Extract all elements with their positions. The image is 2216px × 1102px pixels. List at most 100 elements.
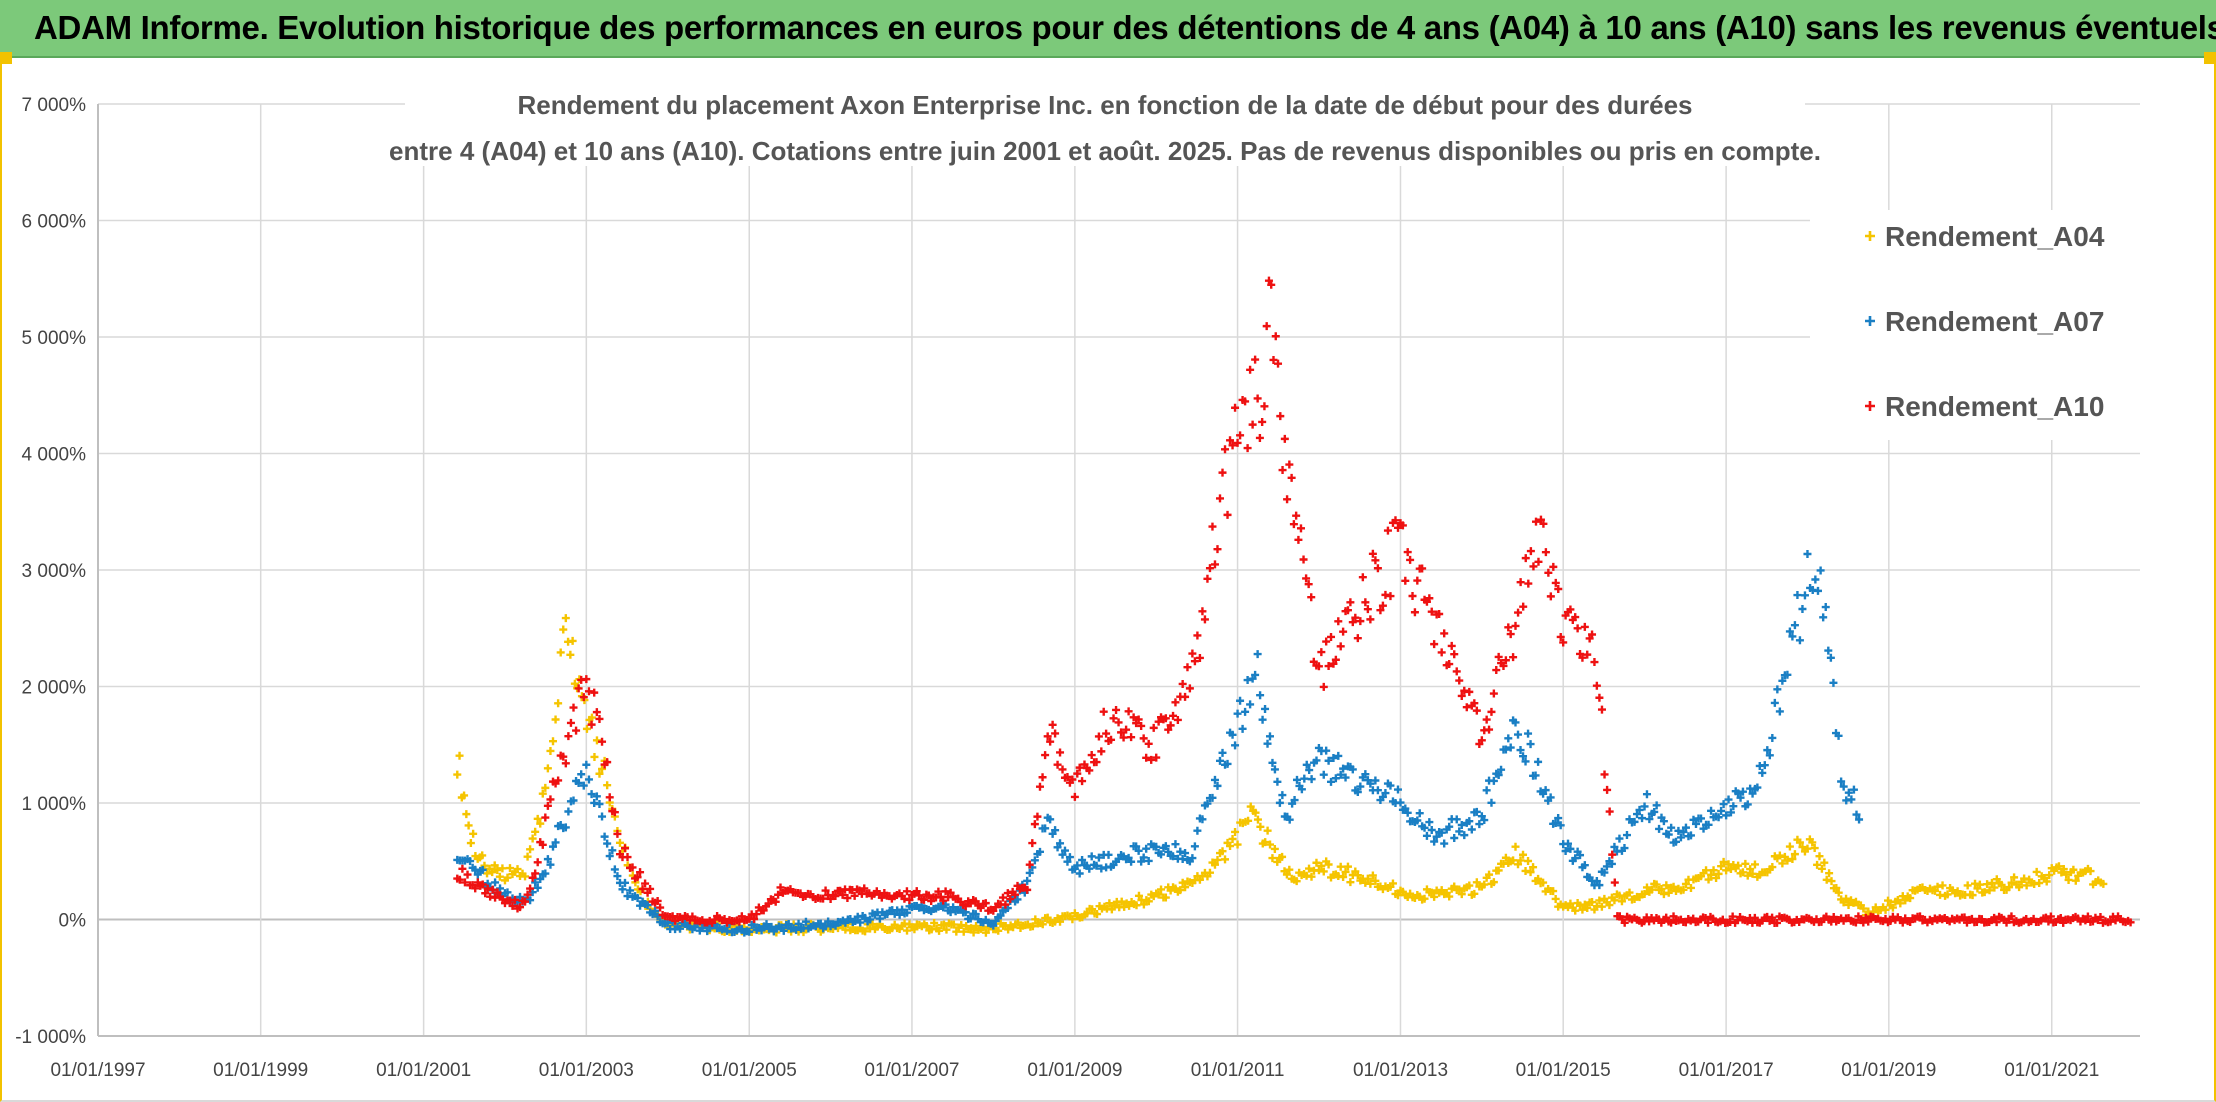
data-point-Rendement_A07 (866, 915, 875, 924)
data-point-Rendement_A10 (819, 894, 828, 903)
data-point-Rendement_A10 (1898, 918, 1907, 927)
data-point-Rendement_A04 (1218, 847, 1227, 856)
data-point-Rendement_A07 (1403, 808, 1412, 817)
data-point-Rendement_A04 (1906, 894, 1915, 903)
data-point-Rendement_A04 (1987, 878, 1996, 887)
data-point-Rendement_A10 (516, 903, 525, 912)
data-point-Rendement_A04 (1662, 881, 1671, 890)
data-point-Rendement_A10 (1038, 773, 1047, 782)
legend-box (1810, 210, 2140, 440)
data-point-Rendement_A07 (1551, 818, 1560, 827)
data-point-Rendement_A10 (508, 901, 517, 910)
data-point-Rendement_A04 (1465, 881, 1474, 890)
data-point-Rendement_A07 (1664, 830, 1673, 839)
data-point-Rendement_A07 (1748, 789, 1757, 798)
data-point-Rendement_A10 (821, 886, 830, 895)
data-point-Rendement_A04 (1068, 915, 1077, 924)
data-point-Rendement_A07 (1800, 591, 1809, 600)
data-point-Rendement_A10 (1566, 605, 1575, 614)
data-point-Rendement_A04 (480, 861, 489, 870)
data-point-Rendement_A04 (1748, 869, 1757, 878)
data-point-Rendement_A07 (1327, 777, 1336, 786)
data-point-Rendement_A04 (1985, 886, 1994, 895)
data-point-Rendement_A10 (1102, 729, 1111, 738)
data-point-Rendement_A10 (1051, 729, 1060, 738)
data-point-Rendement_A07 (1704, 820, 1713, 829)
data-point-Rendement_A10 (1559, 638, 1568, 647)
data-point-Rendement_A04 (2005, 883, 2014, 892)
x-tick-label: 01/01/2003 (539, 1060, 634, 1081)
data-point-Rendement_A07 (605, 852, 614, 861)
data-point-Rendement_A07 (1457, 820, 1466, 829)
data-point-Rendement_A04 (1686, 883, 1695, 892)
data-point-Rendement_A04 (1278, 852, 1287, 861)
data-point-Rendement_A04 (861, 927, 870, 936)
data-point-Rendement_A07 (1361, 770, 1370, 779)
data-point-Rendement_A04 (1088, 905, 1097, 914)
data-point-Rendement_A10 (2126, 918, 2135, 927)
data-point-Rendement_A10 (1006, 895, 1015, 904)
data-point-Rendement_A07 (1514, 730, 1523, 739)
data-point-Rendement_A07 (1263, 739, 1272, 748)
series-Rendement_A07 (453, 549, 1864, 937)
data-point-Rendement_A07 (1144, 856, 1153, 865)
data-point-Rendement_A10 (1169, 711, 1178, 720)
data-point-Rendement_A04 (1038, 920, 1047, 929)
data-point-Rendement_A04 (1210, 860, 1219, 869)
data-point-Rendement_A04 (1825, 869, 1834, 878)
data-point-Rendement_A10 (1351, 613, 1360, 622)
data-point-Rendement_A07 (653, 912, 662, 921)
data-point-Rendement_A04 (1485, 870, 1494, 879)
data-point-Rendement_A10 (1178, 679, 1187, 688)
data-point-Rendement_A07 (1455, 827, 1464, 836)
data-point-Rendement_A07 (1075, 869, 1084, 878)
data-point-Rendement_A04 (1888, 903, 1897, 912)
data-point-Rendement_A04 (1815, 852, 1824, 861)
data-point-Rendement_A04 (1221, 855, 1230, 864)
data-point-Rendement_A10 (971, 897, 980, 906)
data-point-Rendement_A04 (1266, 840, 1275, 849)
data-point-Rendement_A07 (1855, 815, 1864, 824)
data-point-Rendement_A07 (1722, 811, 1731, 820)
data-point-Rendement_A10 (572, 726, 581, 735)
data-point-Rendement_A04 (531, 827, 540, 836)
data-point-Rendement_A04 (1832, 883, 1841, 892)
data-point-Rendement_A10 (646, 884, 655, 893)
data-point-Rendement_A07 (1056, 839, 1065, 848)
data-point-Rendement_A10 (1768, 913, 1777, 922)
y-tick-label: 1 000% (22, 794, 87, 815)
data-point-Rendement_A10 (1226, 436, 1235, 445)
data-point-Rendement_A07 (794, 919, 803, 928)
data-point-Rendement_A07 (1203, 799, 1212, 808)
data-point-Rendement_A10 (628, 863, 637, 872)
data-point-Rendement_A10 (750, 915, 759, 924)
data-point-Rendement_A07 (996, 911, 1005, 920)
data-point-Rendement_A10 (1588, 630, 1597, 639)
data-point-Rendement_A10 (1255, 433, 1264, 442)
data-point-Rendement_A10 (1144, 739, 1153, 748)
data-point-Rendement_A04 (1043, 913, 1052, 922)
data-point-Rendement_A10 (1317, 648, 1326, 657)
data-point-Rendement_A07 (1251, 670, 1260, 679)
data-point-Rendement_A10 (752, 910, 761, 919)
data-point-Rendement_A10 (1137, 721, 1146, 730)
data-point-Rendement_A04 (1457, 890, 1466, 899)
data-point-Rendement_A07 (598, 812, 607, 821)
data-point-Rendement_A07 (1519, 752, 1528, 761)
data-point-Rendement_A10 (1406, 555, 1415, 564)
data-point-Rendement_A07 (584, 775, 593, 784)
data-point-Rendement_A10 (1195, 653, 1204, 662)
data-point-Rendement_A10 (843, 894, 852, 903)
data-point-Rendement_A07 (1465, 817, 1474, 826)
data-point-Rendement_A07 (1134, 846, 1143, 855)
data-point-Rendement_A10 (511, 895, 520, 904)
data-point-Rendement_A10 (1171, 698, 1180, 707)
x-tick-label: 01/01/2005 (702, 1060, 797, 1081)
data-point-Rendement_A04 (453, 770, 462, 779)
data-point-Rendement_A10 (1289, 520, 1298, 529)
data-point-Rendement_A04 (1640, 889, 1649, 898)
data-point-Rendement_A07 (1726, 808, 1735, 817)
data-point-Rendement_A10 (1068, 775, 1077, 784)
data-point-Rendement_A07 (1312, 756, 1321, 765)
